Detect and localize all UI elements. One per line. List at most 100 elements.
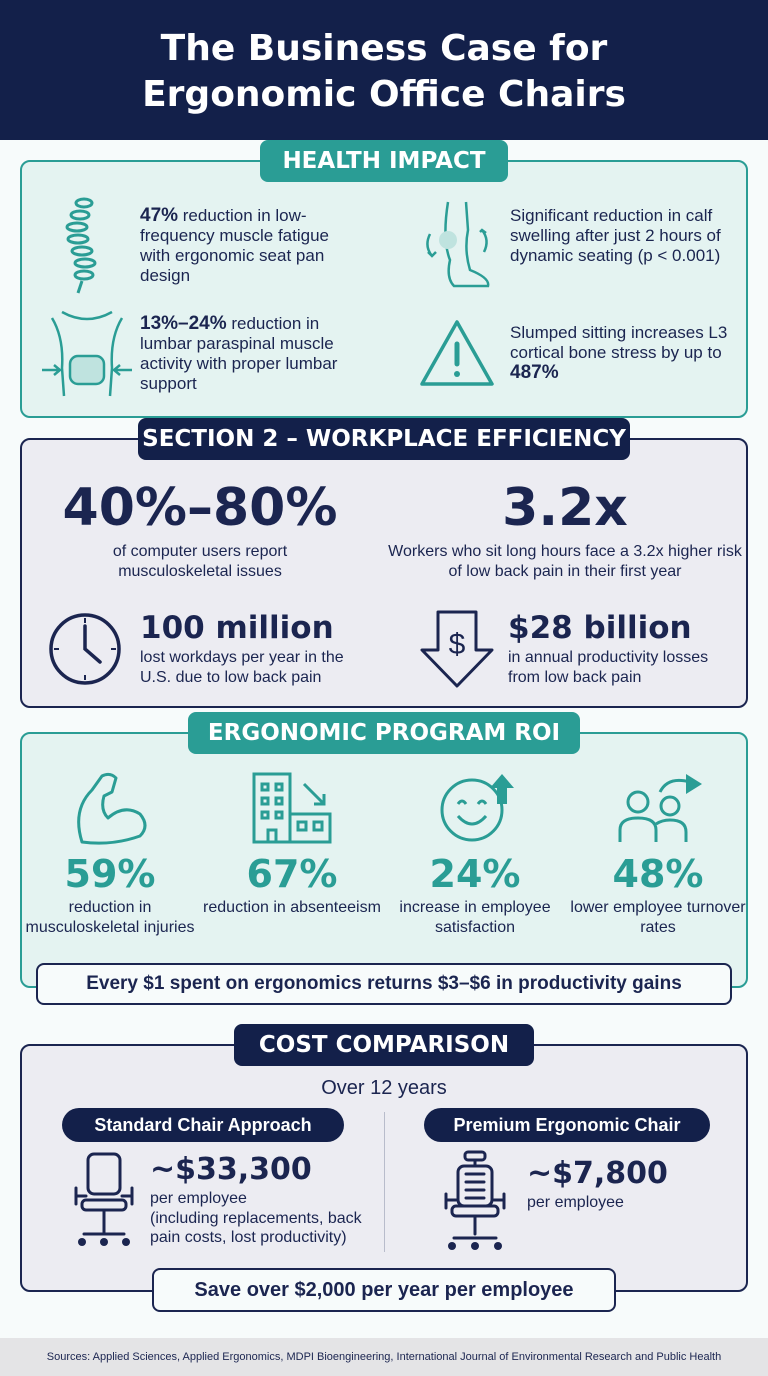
footer xyxy=(0,1338,768,1376)
graphic xyxy=(42,310,132,397)
stat-text: in annual productivity losses from low b… xyxy=(508,649,709,686)
health-item: Significant reduction in calf swelling a… xyxy=(510,206,730,266)
ergonomic-chair-icon xyxy=(444,1150,506,1250)
option-cost: ~$7,800 xyxy=(527,1156,668,1191)
section-label: HEALTH IMPACT xyxy=(260,140,508,182)
text: Significant reduction in calf swelling a… xyxy=(510,206,721,265)
highlight: 487% xyxy=(510,362,559,383)
graphic xyxy=(69,209,91,221)
graphic xyxy=(260,782,324,842)
graphic xyxy=(73,269,95,281)
option-name: Standard Chair Approach xyxy=(62,1108,344,1142)
graphic xyxy=(444,1192,506,1210)
graphic xyxy=(426,233,437,258)
leg-icon xyxy=(426,201,490,288)
graphic xyxy=(456,1164,494,1208)
stat-value: $28 billion xyxy=(508,610,692,646)
highlight: 47% xyxy=(140,205,179,226)
option-name: Premium Ergonomic Chair xyxy=(424,1108,710,1142)
roi-value: 24% xyxy=(429,852,521,896)
efficiency-panel xyxy=(20,438,748,708)
graphic: $ xyxy=(449,628,466,661)
stat-value: 100 million xyxy=(140,610,334,646)
roi-text: reduction in absenteeism xyxy=(203,899,381,916)
graphic xyxy=(288,812,332,844)
graphic xyxy=(252,772,292,844)
roi-text: increase in employee satisfaction xyxy=(399,899,551,936)
period: Over 12 years xyxy=(321,1077,447,1099)
graphic xyxy=(61,310,113,321)
graphic xyxy=(70,245,94,257)
graphic xyxy=(454,371,460,377)
graphic xyxy=(440,778,504,842)
graphic xyxy=(456,799,488,826)
clock-icon xyxy=(49,613,121,685)
roi-text: lower employee turnover rates xyxy=(570,899,746,936)
section-label: ERGONOMIC PROGRAM ROI xyxy=(188,712,580,754)
graphic xyxy=(658,778,691,793)
graphic xyxy=(73,257,97,269)
graphic xyxy=(655,818,688,842)
graphic xyxy=(122,1238,130,1246)
graphic xyxy=(78,1238,86,1246)
chair-icon xyxy=(74,1152,134,1246)
graphic xyxy=(444,1150,506,1240)
roi-value: 59% xyxy=(64,852,156,896)
graphic xyxy=(302,782,326,806)
graphic xyxy=(42,364,132,376)
option-unit: per employee xyxy=(150,1190,247,1207)
graphic xyxy=(464,1172,486,1200)
roi-value: 48% xyxy=(612,852,704,896)
health-item: 13%–24% reduction in lumbar paraspinal m… xyxy=(140,314,370,394)
stat-text: Workers who sit long hours face a 3.2x h… xyxy=(388,543,742,580)
title-line: Ergonomic Office Chairs xyxy=(142,74,626,115)
graphic xyxy=(50,317,66,397)
sources: Sources: Applied Sciences, Applied Ergon… xyxy=(46,1351,722,1363)
roi-callout: Every $1 spent on ergonomics returns $3–… xyxy=(36,963,732,1005)
section-label: SECTION 2 – WORKPLACE EFFICIENCY xyxy=(138,418,630,460)
graphic xyxy=(686,774,702,794)
graphic xyxy=(74,197,94,209)
graphic xyxy=(448,1242,502,1250)
graphic xyxy=(100,1238,108,1246)
graphic xyxy=(54,618,116,680)
graphic xyxy=(83,624,102,664)
header xyxy=(0,0,768,140)
graphic xyxy=(490,774,514,804)
graphic xyxy=(76,280,84,294)
option-cost: ~$33,300 xyxy=(150,1152,312,1187)
text: reduction in lumbar paraspinal muscle ac… xyxy=(140,314,338,393)
graphic xyxy=(74,1152,134,1236)
graphic xyxy=(420,320,494,386)
divider xyxy=(384,1112,385,1252)
roi-text: reduction in musculoskeletal injuries xyxy=(25,899,195,936)
graphic xyxy=(471,1242,479,1250)
down-arrow-icon: $ xyxy=(420,610,494,688)
highlight: 13%–24% xyxy=(140,313,227,334)
graphic xyxy=(78,1238,130,1246)
building-icon xyxy=(252,772,332,844)
health-item: 47% reduction in low-frequency muscle fa… xyxy=(140,206,360,286)
roi-value: 67% xyxy=(246,852,338,896)
spine-icon xyxy=(65,197,97,294)
graphic xyxy=(479,228,488,253)
option-unit: per employee xyxy=(527,1194,624,1211)
health-panel xyxy=(20,160,748,418)
graphic xyxy=(82,1208,126,1236)
graphic xyxy=(65,197,97,294)
title-line: The Business Case for xyxy=(160,28,608,69)
graphic xyxy=(74,1186,134,1206)
graphic xyxy=(420,610,494,688)
graphic xyxy=(659,795,681,817)
warning-icon xyxy=(420,320,494,386)
smile-icon xyxy=(440,774,514,842)
graphic xyxy=(448,1242,456,1250)
muscle-icon xyxy=(77,772,147,845)
graphic xyxy=(426,201,490,288)
graphic xyxy=(54,618,116,680)
graphic xyxy=(439,231,457,249)
text: Slumped sitting increases L3 cortical bo… xyxy=(510,323,728,362)
torso-icon xyxy=(42,310,132,397)
graphic xyxy=(77,772,147,845)
